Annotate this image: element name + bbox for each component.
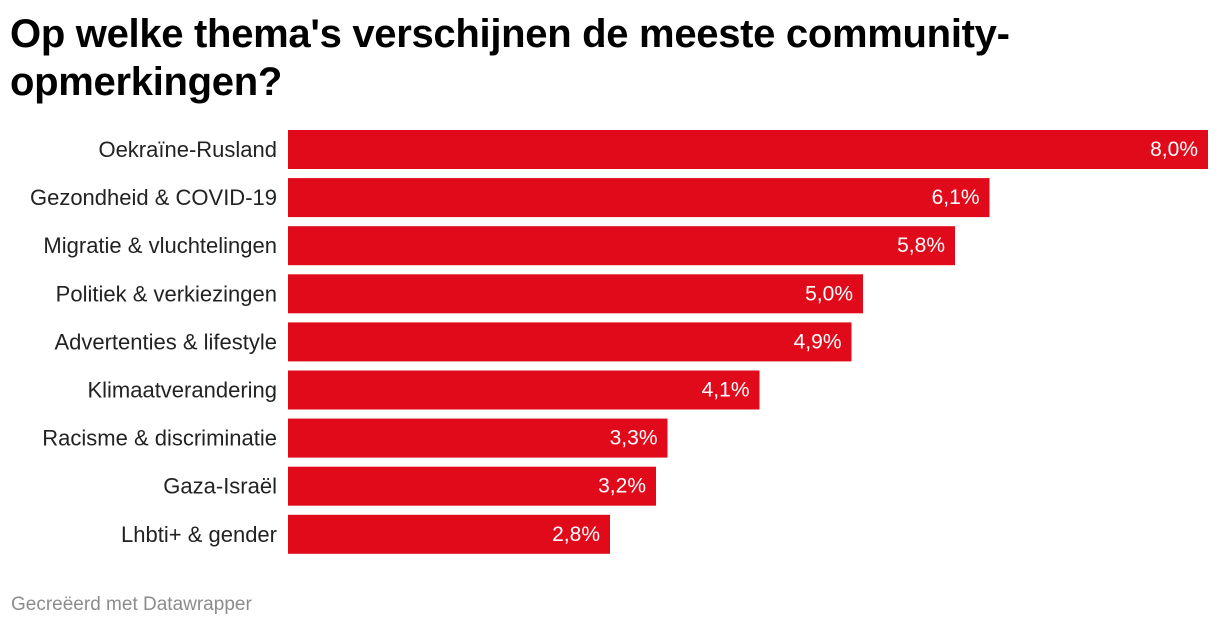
category-label: Politiek & verkiezingen (56, 281, 277, 306)
value-label: 5,0% (805, 282, 853, 305)
value-label: 3,2% (598, 475, 646, 498)
value-label: 2,8% (552, 523, 600, 546)
footer-credit: Gecreëerd met Datawrapper (11, 594, 252, 615)
category-label: Migratie & vluchtelingen (43, 233, 277, 258)
category-label: Racisme & discriminatie (42, 426, 277, 451)
bar (288, 370, 760, 410)
bar (288, 130, 1208, 169)
value-label: 6,1% (932, 186, 980, 209)
category-label: Advertenties & lifestyle (54, 329, 277, 354)
value-label: 5,8% (897, 234, 945, 257)
bar (288, 466, 656, 506)
category-label: Oekraïne-Rusland (98, 137, 277, 162)
category-label: Gezondheid & COVID-19 (30, 185, 277, 210)
chart-title: Op welke thema's verschijnen de meeste c… (10, 12, 1010, 104)
bar-row: Gezondheid & COVID-19 6,1% (30, 178, 990, 218)
bar (288, 322, 852, 362)
value-label: 8,0% (1150, 138, 1198, 161)
bar-row: Politiek & verkiezingen 5,0% (56, 274, 863, 314)
category-label: Gaza-Israël (163, 474, 277, 499)
value-label: 4,1% (702, 379, 750, 402)
bar (288, 274, 863, 314)
bar (288, 178, 990, 218)
category-label: Klimaatverandering (87, 378, 277, 403)
bar-row: Lhbti+ & gender 2,8% (121, 514, 610, 554)
value-label: 3,3% (610, 427, 658, 450)
category-label: Lhbti+ & gender (121, 522, 277, 547)
value-label: 4,9% (794, 330, 842, 353)
bar-row: Klimaatverandering 4,1% (87, 370, 760, 410)
bar-row: Migratie & vluchtelingen 5,8% (43, 226, 955, 266)
bar (288, 514, 610, 554)
bar-row: Oekraïne-Rusland 8,0% (98, 130, 1208, 169)
bar (288, 226, 955, 266)
bar-row: Advertenties & lifestyle 4,9% (54, 322, 852, 362)
bar-row: Racisme & discriminatie 3,3% (42, 418, 668, 458)
bar-row: Gaza-Israël 3,2% (163, 466, 656, 506)
bar (288, 418, 668, 458)
